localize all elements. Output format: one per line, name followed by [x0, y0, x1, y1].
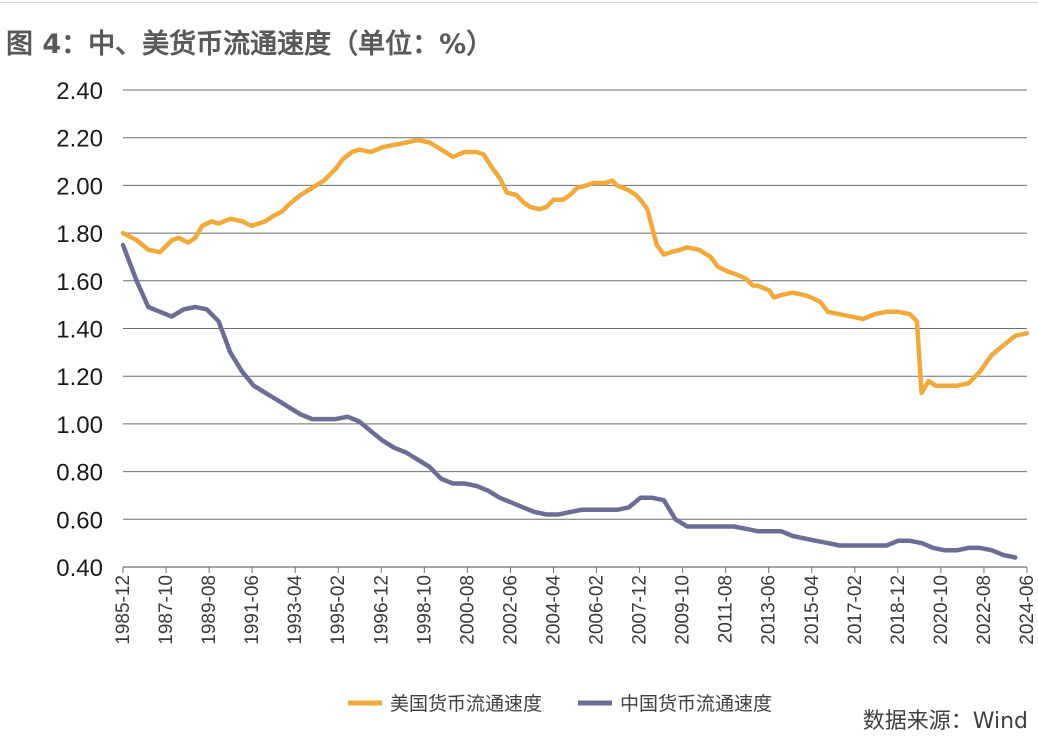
x-tick-label: 2017-02	[845, 575, 866, 645]
x-tick-label: 2009-10	[673, 575, 694, 645]
x-tick-label: 1991-06	[242, 575, 263, 645]
x-tick-label: 2022-08	[974, 575, 995, 645]
x-tick-label: 1998-10	[414, 575, 435, 645]
chart-title: 图 4：中、美货币流通速度（单位：%）	[6, 29, 494, 60]
x-tick-label: 2004-04	[543, 575, 564, 645]
x-tick-label: 1989-08	[199, 575, 220, 645]
x-axis: 1985-12 1987-10 1989-08 1991-06 1993-04 1995-…	[113, 566, 1038, 645]
x-tick-label: 2013-06	[759, 575, 780, 645]
y-tick-label: 2.00	[56, 173, 103, 200]
legend-label: 美国货币流通速度	[390, 693, 542, 715]
x-tick-label: 2011-08	[716, 575, 737, 643]
series-line-0	[120, 137, 1030, 396]
x-tick-label: 2018-12	[888, 575, 909, 645]
y-tick-label: 0.80	[56, 460, 103, 487]
legend: 美国货币流通速度 中国货币流通速度	[348, 693, 772, 715]
x-tick-label: 2015-04	[802, 575, 823, 645]
y-tick-label: 1.60	[56, 269, 103, 296]
y-tick-label: 2.20	[56, 126, 103, 153]
x-tick-label: 1995-02	[328, 575, 349, 645]
x-tick-label: 1993-04	[285, 575, 306, 645]
x-tick-label: 1985-12	[113, 575, 134, 645]
gridlines	[123, 89, 1027, 520]
y-axis-ticks: 0.40 0.60 0.80 1.00 1.20 1.40 1.60 1.80 2.00 2.20…	[56, 78, 103, 582]
x-tick-label: 2000-08	[457, 575, 478, 645]
series-layer	[120, 137, 1030, 560]
y-tick-label: 1.00	[56, 412, 103, 439]
x-tick-label: 1987-10	[156, 575, 177, 645]
y-tick-label: 1.40	[56, 317, 103, 344]
x-tick-label: 2024-06	[1017, 575, 1038, 645]
y-tick-label: 2.40	[56, 78, 103, 105]
y-tick-label: 1.80	[56, 221, 103, 248]
x-tick-label: 2006-02	[587, 575, 608, 645]
series-line-1	[120, 242, 1018, 560]
x-tick-label: 1996-12	[371, 575, 392, 645]
source-note: 数据来源：Wind	[862, 709, 1028, 734]
y-tick-label: 1.20	[56, 364, 103, 391]
x-tick-label: 2020-10	[931, 575, 952, 645]
top-rule	[0, 2, 1038, 3]
legend-label: 中国货币流通速度	[620, 693, 772, 715]
y-tick-label: 0.40	[56, 555, 103, 582]
x-tick-label: 2007-12	[630, 575, 651, 645]
x-tick-label: 2002-06	[500, 575, 521, 645]
y-tick-label: 0.60	[56, 507, 103, 534]
